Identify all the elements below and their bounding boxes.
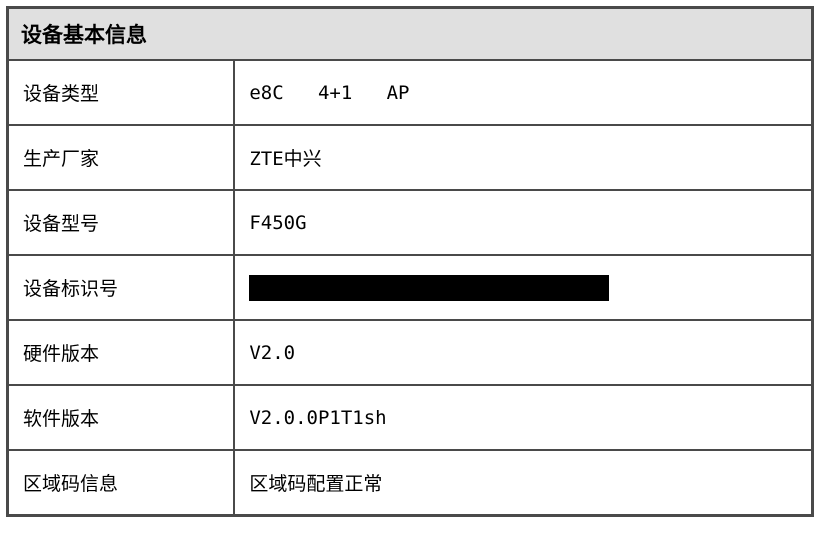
row-label-region-code: 区域码信息	[8, 450, 235, 516]
row-value-device-type: e8C 4+1 AP	[234, 60, 812, 125]
table-row: 区域码信息 区域码配置正常	[8, 450, 813, 516]
redacted-icon	[249, 275, 609, 301]
row-value-region-code: 区域码配置正常	[234, 450, 812, 516]
row-label-device-id: 设备标识号	[8, 255, 235, 320]
row-value-software-version: V2.0.0P1T1sh	[234, 385, 812, 450]
row-label-software-version: 软件版本	[8, 385, 235, 450]
row-label-model: 设备型号	[8, 190, 235, 255]
table-title: 设备基本信息	[8, 8, 813, 61]
row-value-hardware-version: V2.0	[234, 320, 812, 385]
row-label-hardware-version: 硬件版本	[8, 320, 235, 385]
row-value-manufacturer: ZTE中兴	[234, 125, 812, 190]
row-label-device-type: 设备类型	[8, 60, 235, 125]
row-label-manufacturer: 生产厂家	[8, 125, 235, 190]
table-row: 设备型号 F450G	[8, 190, 813, 255]
table-row: 软件版本 V2.0.0P1T1sh	[8, 385, 813, 450]
row-value-model: F450G	[234, 190, 812, 255]
device-info-table: 设备基本信息 设备类型 e8C 4+1 AP 生产厂家 ZTE中兴 设备型号 F…	[6, 6, 814, 517]
table-row: 生产厂家 ZTE中兴	[8, 125, 813, 190]
row-value-device-id	[234, 255, 812, 320]
table-row: 设备标识号	[8, 255, 813, 320]
table-row: 设备类型 e8C 4+1 AP	[8, 60, 813, 125]
table-row: 硬件版本 V2.0	[8, 320, 813, 385]
